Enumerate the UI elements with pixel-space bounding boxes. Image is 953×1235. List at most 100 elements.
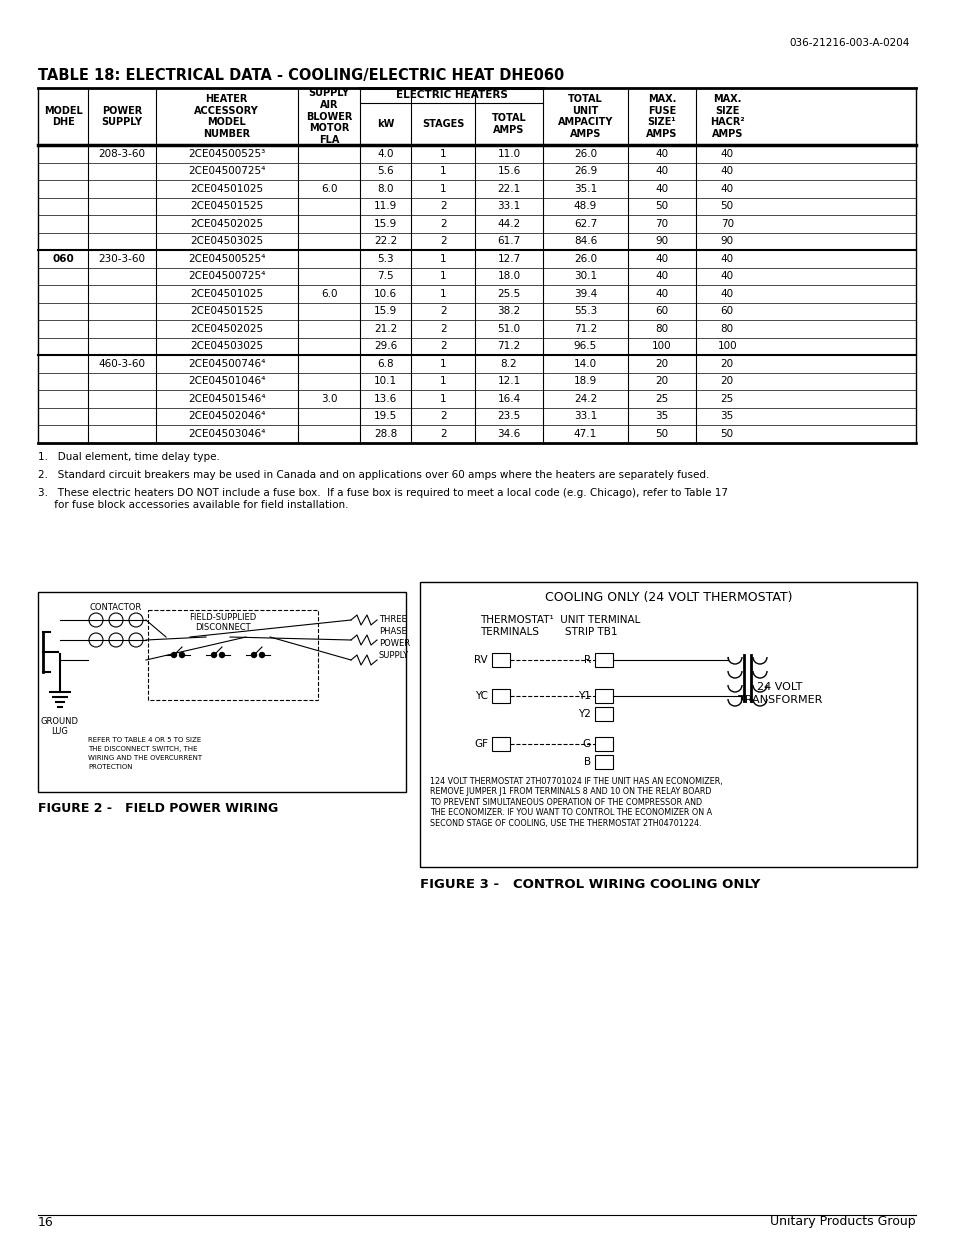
Text: WIRING AND THE OVERCURRENT: WIRING AND THE OVERCURRENT xyxy=(88,755,202,761)
Text: 38.2: 38.2 xyxy=(497,306,520,316)
Text: 15.6: 15.6 xyxy=(497,167,520,177)
Text: 2: 2 xyxy=(439,306,446,316)
Text: 40: 40 xyxy=(720,167,733,177)
Circle shape xyxy=(219,652,224,657)
Text: 8.0: 8.0 xyxy=(377,184,394,194)
Text: 33.1: 33.1 xyxy=(573,411,597,421)
Text: 124 VOLT THERMOSTAT 2TH07701024 IF THE UNIT HAS AN ECONOMIZER,
REMOVE JUMPER J1 : 124 VOLT THERMOSTAT 2TH07701024 IF THE U… xyxy=(430,777,721,827)
Text: 2CE04501525: 2CE04501525 xyxy=(190,306,263,316)
Text: 2: 2 xyxy=(439,411,446,421)
Text: COOLING ONLY (24 VOLT THERMOSTAT): COOLING ONLY (24 VOLT THERMOSTAT) xyxy=(544,592,791,604)
Text: 39.4: 39.4 xyxy=(573,289,597,299)
Text: 18.0: 18.0 xyxy=(497,272,520,282)
Text: 1: 1 xyxy=(439,272,446,282)
Circle shape xyxy=(179,652,184,657)
Text: 50: 50 xyxy=(655,201,668,211)
Text: 50: 50 xyxy=(720,201,733,211)
Text: 55.3: 55.3 xyxy=(573,306,597,316)
Text: 11.0: 11.0 xyxy=(497,148,520,159)
Text: 2CE04501025: 2CE04501025 xyxy=(190,184,263,194)
Text: 47.1: 47.1 xyxy=(573,429,597,438)
Text: 2: 2 xyxy=(439,219,446,228)
Text: 2CE04500525³: 2CE04500525³ xyxy=(188,148,265,159)
Text: TABLE 18: ELECTRICAL DATA - COOLING/ELECTRIC HEAT DHE060: TABLE 18: ELECTRICAL DATA - COOLING/ELEC… xyxy=(38,68,563,83)
Text: 2CE04500725⁴: 2CE04500725⁴ xyxy=(188,167,265,177)
Text: MODEL
DHE: MODEL DHE xyxy=(44,106,82,127)
Text: R: R xyxy=(583,655,590,664)
Text: 15.9: 15.9 xyxy=(374,306,396,316)
Text: B: B xyxy=(583,757,590,767)
Text: 1: 1 xyxy=(439,289,446,299)
Text: GROUND: GROUND xyxy=(41,718,79,726)
Text: 208-3-60: 208-3-60 xyxy=(98,148,145,159)
Text: FIGURE 3 -   CONTROL WIRING COOLING ONLY: FIGURE 3 - CONTROL WIRING COOLING ONLY xyxy=(419,878,760,892)
Text: 20: 20 xyxy=(655,358,668,369)
Bar xyxy=(595,706,613,721)
Text: 40: 40 xyxy=(655,289,668,299)
Text: 51.0: 51.0 xyxy=(497,324,520,333)
Text: FIELD-SUPPLIED: FIELD-SUPPLIED xyxy=(190,614,256,622)
Circle shape xyxy=(212,652,216,657)
Text: 90: 90 xyxy=(720,236,733,246)
Text: 70: 70 xyxy=(655,219,668,228)
Text: 90: 90 xyxy=(655,236,668,246)
Bar xyxy=(595,737,613,751)
Text: 5.3: 5.3 xyxy=(377,253,394,264)
Text: 25: 25 xyxy=(655,394,668,404)
Text: 71.2: 71.2 xyxy=(573,324,597,333)
Text: 100: 100 xyxy=(717,341,737,351)
Text: 1.   Dual element, time delay type.: 1. Dual element, time delay type. xyxy=(38,452,219,462)
Text: 60: 60 xyxy=(655,306,668,316)
Text: 30.1: 30.1 xyxy=(574,272,597,282)
Text: 036-21216-003-A-0204: 036-21216-003-A-0204 xyxy=(789,38,909,48)
Text: 21.2: 21.2 xyxy=(374,324,396,333)
Text: 4.0: 4.0 xyxy=(377,148,394,159)
Text: 40: 40 xyxy=(720,289,733,299)
Text: THE DISCONNECT SWITCH, THE: THE DISCONNECT SWITCH, THE xyxy=(88,746,197,752)
Text: 12.1: 12.1 xyxy=(497,377,520,387)
Text: 12.7: 12.7 xyxy=(497,253,520,264)
Text: 2CE04500525⁴: 2CE04500525⁴ xyxy=(188,253,265,264)
Text: 24.2: 24.2 xyxy=(573,394,597,404)
Text: 40: 40 xyxy=(720,253,733,264)
Text: 5.6: 5.6 xyxy=(377,167,394,177)
Text: 25.5: 25.5 xyxy=(497,289,520,299)
Text: 35: 35 xyxy=(720,411,733,421)
Text: 8.2: 8.2 xyxy=(500,358,517,369)
Text: GF: GF xyxy=(474,739,488,748)
Text: 2CE04502046⁴: 2CE04502046⁴ xyxy=(188,411,265,421)
Text: 2: 2 xyxy=(439,236,446,246)
Text: 1: 1 xyxy=(439,148,446,159)
Text: Y1: Y1 xyxy=(578,692,590,701)
Text: TOTAL
UNIT
AMPACITY
AMPS: TOTAL UNIT AMPACITY AMPS xyxy=(558,94,613,138)
Text: 10.6: 10.6 xyxy=(374,289,396,299)
Text: 2: 2 xyxy=(439,324,446,333)
Circle shape xyxy=(259,652,264,657)
Text: 33.1: 33.1 xyxy=(497,201,520,211)
Text: 1: 1 xyxy=(439,358,446,369)
Text: 34.6: 34.6 xyxy=(497,429,520,438)
Text: 23.5: 23.5 xyxy=(497,411,520,421)
Bar xyxy=(419,582,916,867)
Text: POWER: POWER xyxy=(378,640,410,648)
Text: 26.9: 26.9 xyxy=(573,167,597,177)
Text: 26.0: 26.0 xyxy=(574,148,597,159)
Text: 60: 60 xyxy=(720,306,733,316)
Text: 14.0: 14.0 xyxy=(574,358,597,369)
Text: 35: 35 xyxy=(655,411,668,421)
Text: 6.0: 6.0 xyxy=(320,184,337,194)
Text: TOTAL
AMPS: TOTAL AMPS xyxy=(491,114,526,135)
Text: STAGES: STAGES xyxy=(421,119,464,128)
Text: 2CE04502025: 2CE04502025 xyxy=(190,219,263,228)
Bar xyxy=(492,689,510,703)
Text: 96.5: 96.5 xyxy=(573,341,597,351)
Text: 1: 1 xyxy=(439,167,446,177)
Text: 18.9: 18.9 xyxy=(573,377,597,387)
Text: 22.2: 22.2 xyxy=(374,236,396,246)
Text: 62.7: 62.7 xyxy=(573,219,597,228)
Text: for fuse block accessories available for field installation.: for fuse block accessories available for… xyxy=(38,499,348,510)
Text: 3.   These electric heaters DO NOT include a fuse box.  If a fuse box is require: 3. These electric heaters DO NOT include… xyxy=(38,489,727,499)
Text: 2: 2 xyxy=(439,341,446,351)
Text: 80: 80 xyxy=(720,324,733,333)
Text: 25: 25 xyxy=(720,394,733,404)
